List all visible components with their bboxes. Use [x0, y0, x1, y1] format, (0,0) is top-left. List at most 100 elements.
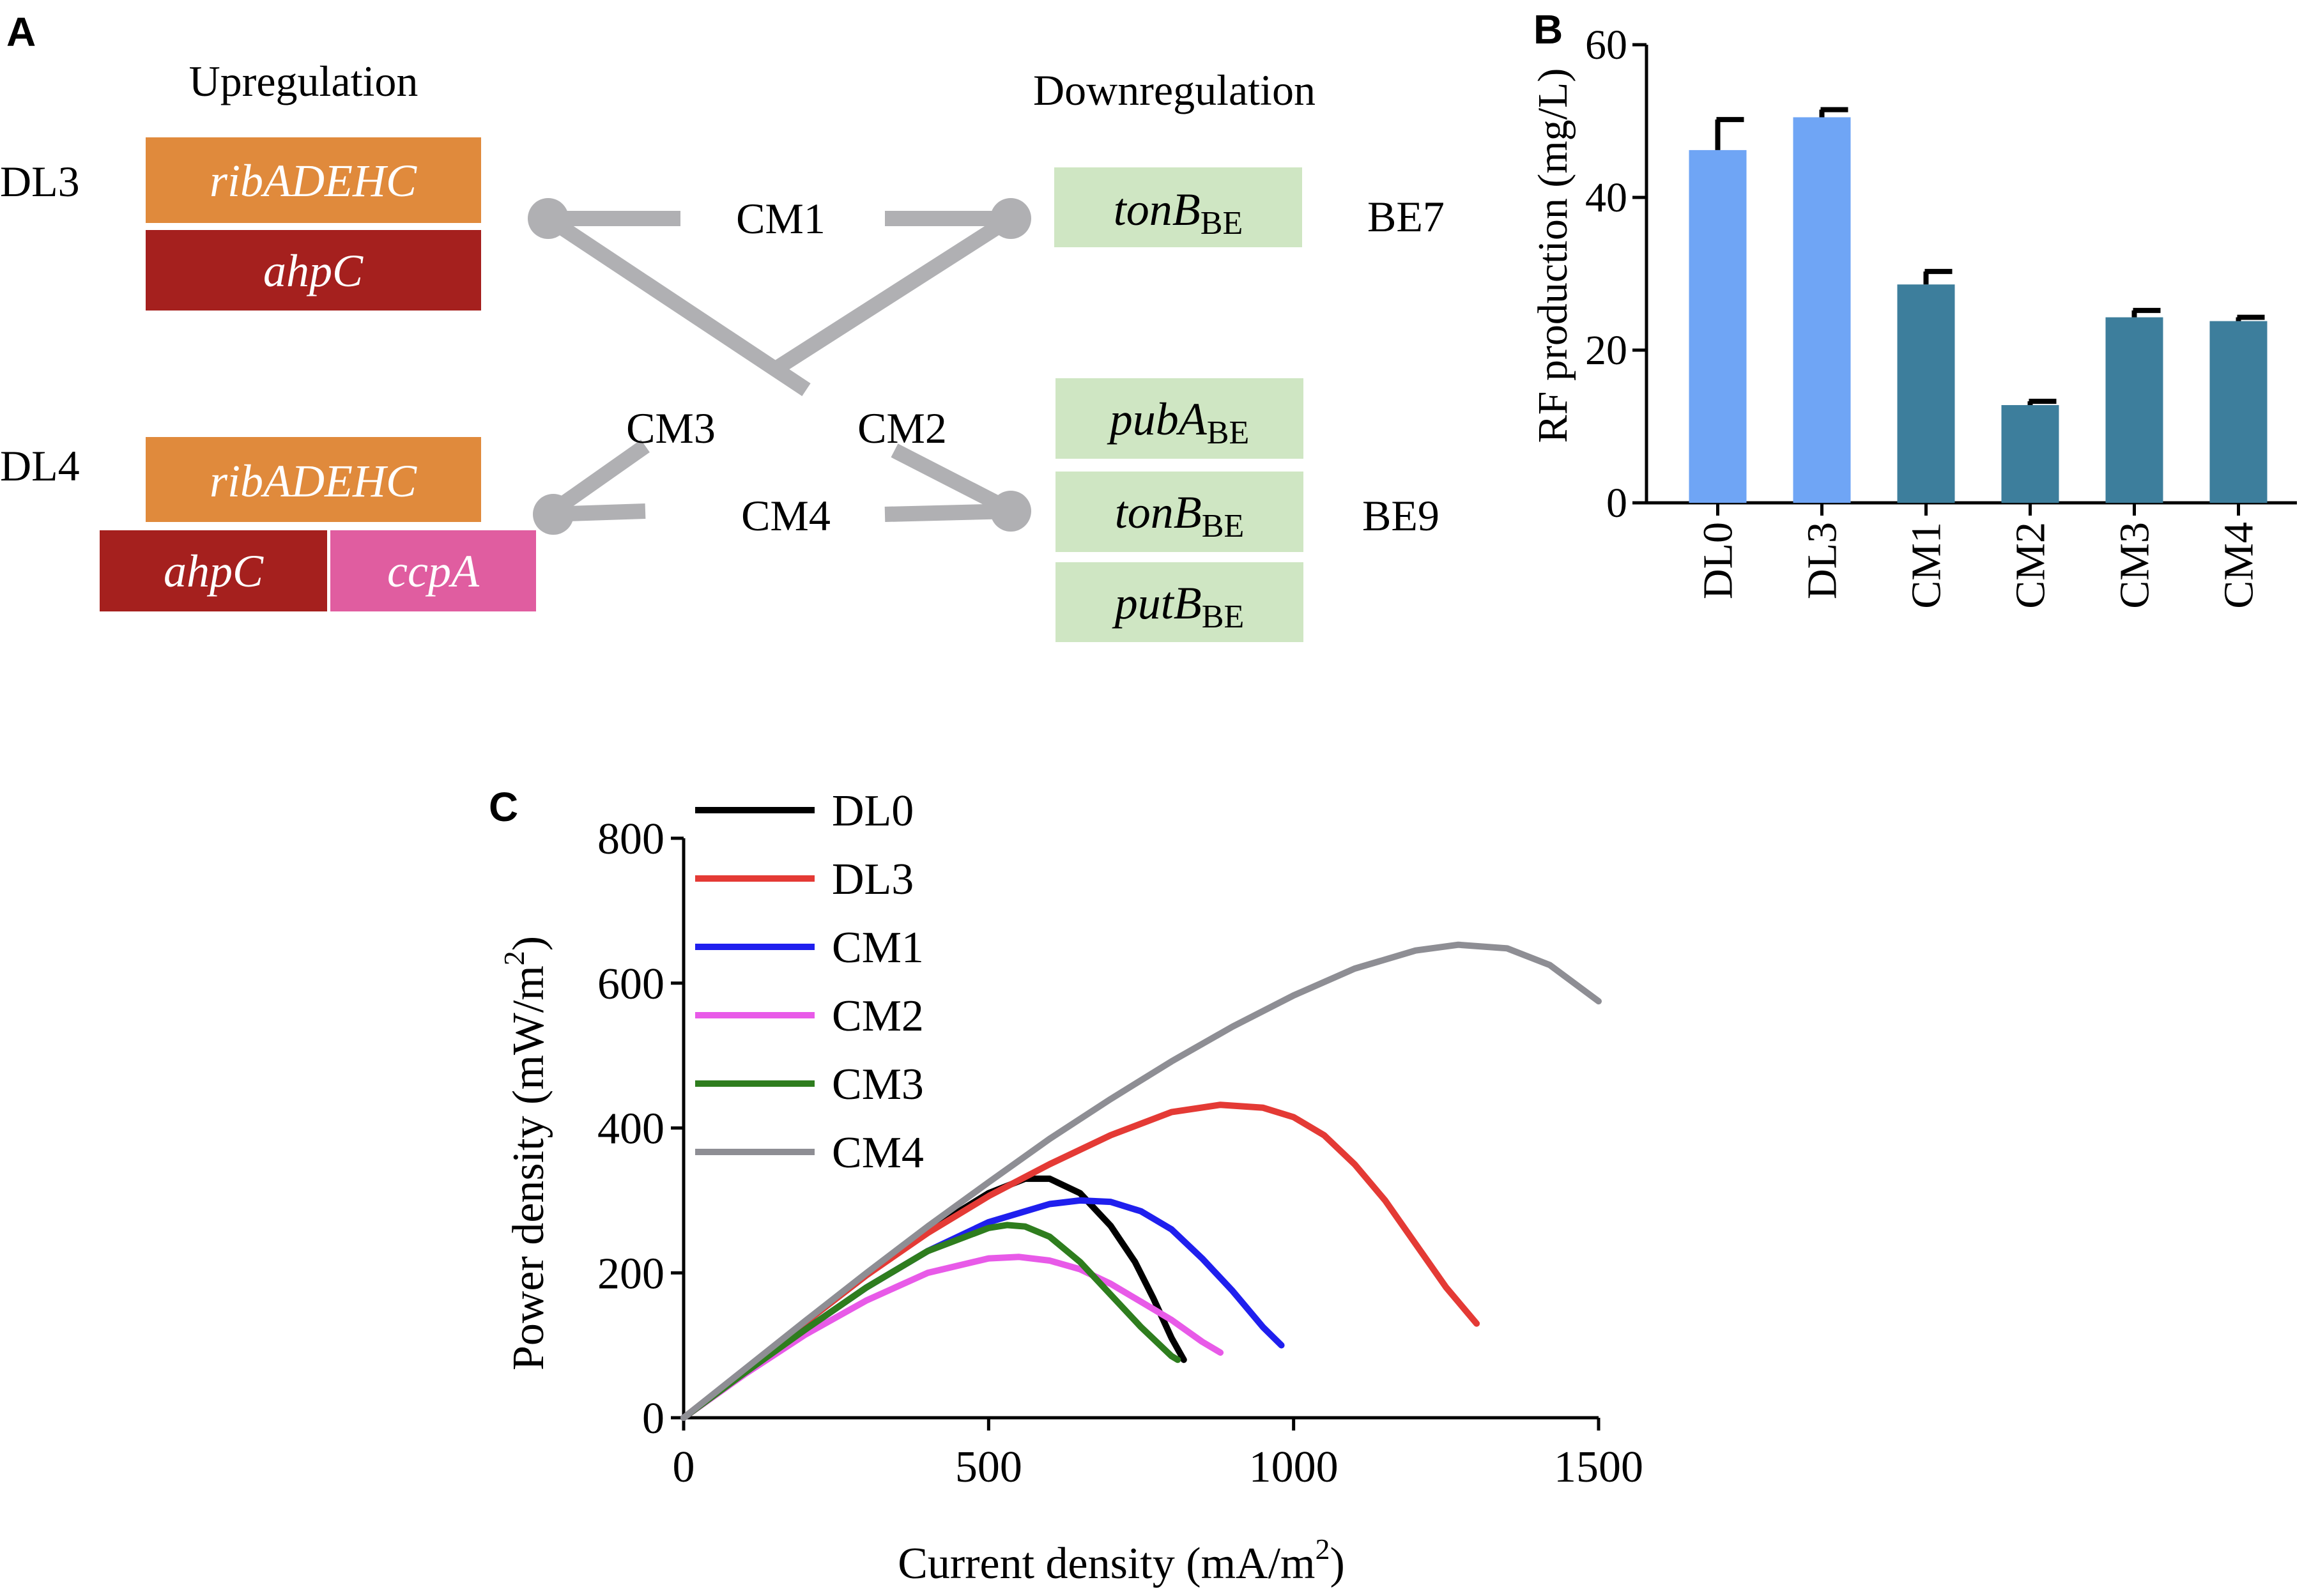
- gene-name-subscript: BE: [1202, 508, 1244, 544]
- series-line-dl0: [680, 1175, 1187, 1421]
- gene-box: [146, 137, 481, 223]
- series-lines: [680, 941, 1602, 1421]
- x-axis-label-superscript: 2: [1315, 1533, 1330, 1565]
- gene-box: [1055, 378, 1303, 459]
- connector-node: [528, 198, 569, 239]
- bar: [1793, 117, 1851, 503]
- gene-name: pubABE: [1107, 394, 1249, 451]
- combo-label-cm3: CM3: [626, 404, 716, 452]
- combo-label-cm4: CM4: [741, 491, 831, 540]
- y-axis-label-superscript: 2: [498, 951, 530, 965]
- combo-label-cm1: CM1: [736, 194, 825, 243]
- y-axis-label-text: Power density (mW/m: [504, 965, 553, 1370]
- connector-node: [990, 198, 1031, 239]
- x-tick-label: CM1: [1903, 522, 1950, 609]
- legend-label: CM2: [832, 992, 924, 1041]
- connector-line: [769, 211, 1015, 378]
- gene-box: [1054, 167, 1302, 247]
- connector-node: [533, 494, 574, 535]
- connector-node: [990, 491, 1031, 532]
- gene-name: ribADEHC: [210, 456, 417, 507]
- connector-lines: [544, 211, 1017, 522]
- panel-a: A Upregulation Downregulation CM1 CM2 CM…: [0, 9, 1445, 642]
- panel-c-line-chart: C 0 200 400 600 800 0 500 1000 1500 DL0 DL3 CM1 CM2…: [489, 784, 1643, 1588]
- x-tick-label: 500: [955, 1443, 1022, 1492]
- strain-label-be9: BE9: [1362, 491, 1439, 540]
- combo-label-cm2: CM2: [857, 404, 947, 452]
- bars: [1689, 107, 2268, 503]
- legend-label: DL3: [832, 855, 914, 904]
- strain-label-dl3: DL3: [0, 157, 80, 206]
- panel-b-bar-chart: B RF production (mg/L) 0 20 40 60 DL0 DL3 CM1…: [1530, 6, 2297, 609]
- bar: [2209, 321, 2268, 503]
- bar: [1689, 150, 1747, 503]
- gene-box: [146, 230, 481, 311]
- x-tick-label: CM2: [2007, 522, 2054, 609]
- series-line-cm2: [680, 1254, 1224, 1421]
- downregulation-header: Downregulation: [1033, 66, 1316, 114]
- gene-box: [1055, 472, 1303, 552]
- x-tick-label: CM4: [2216, 522, 2262, 609]
- gene-name: ccpA: [387, 546, 480, 597]
- gene-name-main: tonB: [1114, 184, 1201, 235]
- panel-b-letter: B: [1533, 6, 1563, 52]
- connector-line: [544, 212, 811, 396]
- series-line-cm3: [680, 1222, 1181, 1421]
- gene-name: ahpC: [263, 245, 364, 296]
- gene-name: tonBBE: [1114, 184, 1243, 242]
- axes: 0 200 400 600 800 0 500 1000 1500: [597, 815, 1643, 1492]
- upregulation-header: Upregulation: [189, 57, 418, 105]
- x-tick-label: DL0: [1695, 522, 1742, 599]
- axes: 0 20 40 60: [1585, 22, 2297, 526]
- x-tick-labels: DL0 DL3 CM1 CM2 CM3 CM4: [1695, 503, 2262, 609]
- legend-label: DL0: [832, 786, 914, 836]
- gene-name: ahpC: [164, 546, 264, 597]
- gene-name: tonBBE: [1115, 487, 1244, 544]
- legend-label: CM3: [832, 1060, 924, 1109]
- x-tick-label: 1500: [1554, 1443, 1643, 1492]
- y-tick-label: 0: [642, 1394, 664, 1443]
- y-axis-label: RF production (mg/L): [1530, 68, 1576, 443]
- bar: [2001, 405, 2059, 503]
- gene-name-main: pubA: [1107, 394, 1208, 445]
- x-tick-label: DL3: [1799, 522, 1846, 599]
- gene-name-subscript: BE: [1207, 415, 1249, 451]
- y-axis-label: Power density (mW/m2): [498, 936, 553, 1370]
- connector-nodes: [528, 198, 1031, 535]
- gene-name-main: putB: [1112, 578, 1202, 629]
- strain-label-dl4: DL4: [0, 441, 80, 490]
- series-line-cm4: [680, 941, 1602, 1421]
- y-tick-label: 40: [1585, 174, 1627, 221]
- y-tick-label: 20: [1585, 327, 1627, 374]
- bar: [2105, 317, 2163, 503]
- y-tick-label: 60: [1585, 22, 1627, 68]
- strain-label-be7: BE7: [1367, 192, 1445, 241]
- gene-box: [146, 437, 481, 522]
- gene-name-main: tonB: [1115, 487, 1202, 538]
- x-tick-label: CM3: [2112, 522, 2158, 609]
- panel-a-letter: A: [6, 9, 36, 55]
- y-tick-label: 400: [597, 1105, 664, 1154]
- gene-box: [1055, 562, 1303, 642]
- gene-name: ribADEHC: [210, 155, 417, 206]
- gene-name-subscript: BE: [1201, 205, 1243, 242]
- legend: DL0 DL3 CM1 CM2 CM3 CM4: [695, 786, 924, 1178]
- x-tick-label: 0: [673, 1443, 695, 1492]
- panel-c-letter: C: [489, 784, 518, 830]
- gene-name-subscript: BE: [1202, 599, 1244, 635]
- x-axis-label: Current density (mA/m2): [898, 1533, 1345, 1588]
- bar: [1897, 284, 1955, 503]
- gene-name: putBBE: [1112, 578, 1244, 635]
- y-tick-label: 200: [597, 1249, 664, 1298]
- gene-box: [100, 530, 327, 611]
- y-tick-label: 800: [597, 815, 664, 864]
- x-axis-label-end: ): [1330, 1539, 1344, 1588]
- legend-label: CM4: [832, 1128, 924, 1178]
- x-axis-label-text: Current density (mA/m: [898, 1539, 1315, 1588]
- y-axis-label-end: ): [504, 936, 553, 951]
- legend-label: CM1: [832, 923, 924, 972]
- connector-line: [891, 443, 1017, 518]
- gene-box: [330, 530, 536, 611]
- y-tick-label: 600: [597, 960, 664, 1009]
